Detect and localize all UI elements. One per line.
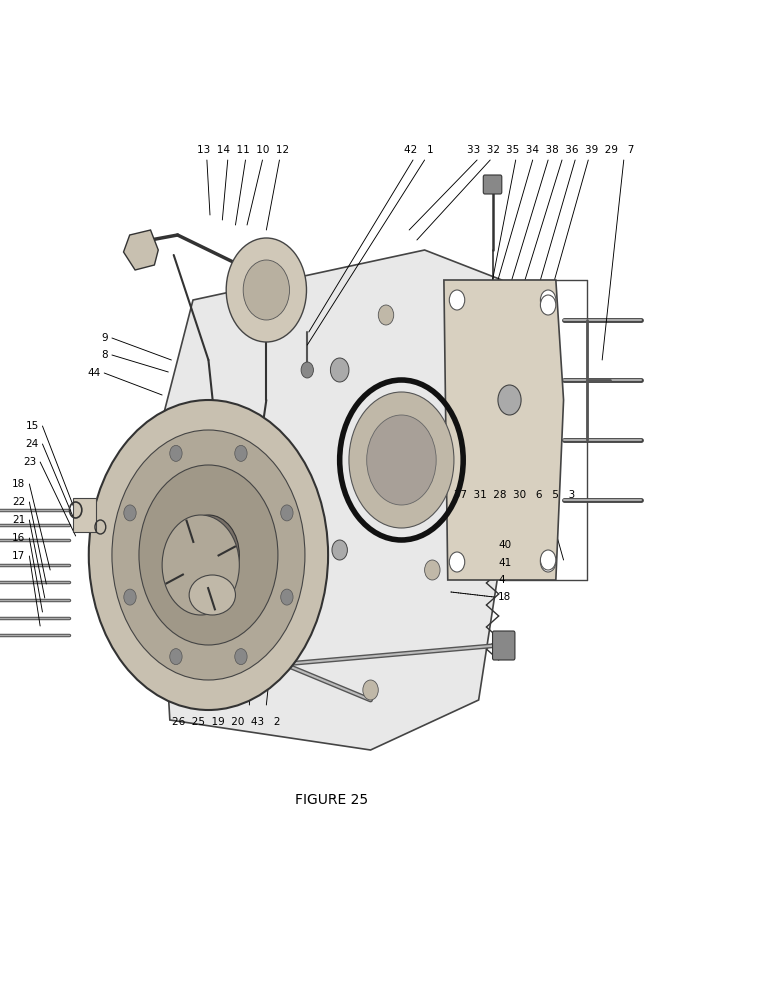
Circle shape (124, 589, 136, 605)
Text: 18: 18 (498, 592, 511, 602)
Circle shape (235, 649, 247, 665)
FancyBboxPatch shape (483, 175, 502, 194)
Text: 8: 8 (101, 350, 108, 360)
Text: 42   1: 42 1 (405, 145, 434, 155)
Text: 41: 41 (498, 558, 511, 568)
Circle shape (124, 505, 136, 521)
Text: 40: 40 (498, 540, 511, 550)
Text: 27  37  31  28  30   6   5   3: 27 37 31 28 30 6 5 3 (435, 490, 575, 500)
Text: 35  34  38  36  39  29   7: 35 34 38 36 39 29 7 (506, 145, 634, 155)
Circle shape (540, 290, 556, 310)
Text: 9: 9 (101, 333, 108, 343)
Circle shape (349, 392, 454, 528)
Text: 33  32: 33 32 (467, 145, 499, 155)
Polygon shape (124, 230, 158, 270)
Circle shape (449, 552, 465, 572)
Circle shape (498, 385, 521, 415)
FancyBboxPatch shape (493, 631, 515, 660)
Text: 26  25  19  20  43   2: 26 25 19 20 43 2 (172, 717, 280, 727)
Circle shape (540, 550, 556, 570)
Circle shape (367, 415, 436, 505)
Circle shape (281, 505, 293, 521)
Circle shape (330, 358, 349, 382)
Text: 4: 4 (498, 575, 505, 585)
Text: 17: 17 (12, 551, 25, 561)
Circle shape (378, 305, 394, 325)
Text: 13  14  11  10  12: 13 14 11 10 12 (197, 145, 290, 155)
Circle shape (449, 290, 465, 310)
Circle shape (170, 445, 182, 461)
Text: 21: 21 (12, 515, 25, 525)
Text: 23: 23 (23, 457, 36, 467)
Circle shape (89, 400, 328, 710)
Circle shape (540, 552, 556, 572)
Text: 22: 22 (12, 497, 25, 507)
Text: 16: 16 (12, 533, 25, 543)
Polygon shape (154, 250, 517, 750)
Polygon shape (73, 498, 96, 532)
Circle shape (540, 295, 556, 315)
Circle shape (226, 238, 306, 342)
Text: 15: 15 (25, 421, 39, 431)
Text: FIGURE 25: FIGURE 25 (296, 793, 368, 807)
Ellipse shape (189, 575, 235, 615)
Circle shape (243, 260, 290, 320)
Circle shape (281, 589, 293, 605)
Polygon shape (444, 280, 564, 580)
Circle shape (178, 515, 239, 595)
Circle shape (235, 445, 247, 461)
Circle shape (332, 540, 347, 560)
Circle shape (278, 310, 293, 330)
Circle shape (162, 515, 239, 615)
Text: 44: 44 (87, 368, 100, 378)
Circle shape (139, 465, 278, 645)
Circle shape (170, 649, 182, 665)
Circle shape (301, 362, 313, 378)
Circle shape (425, 560, 440, 580)
Circle shape (112, 430, 305, 680)
Circle shape (363, 680, 378, 700)
Text: 18: 18 (12, 479, 25, 489)
Text: 24: 24 (25, 439, 39, 449)
